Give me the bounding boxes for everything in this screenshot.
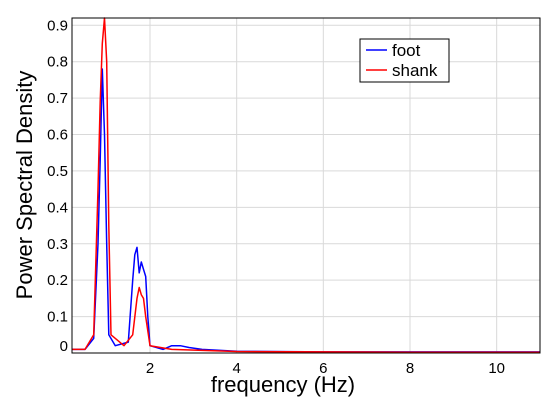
x-tick-label: 8 xyxy=(406,360,414,377)
legend: foot shank xyxy=(359,38,450,83)
plot-frame xyxy=(71,17,541,354)
series-line-shank xyxy=(72,17,540,354)
x-axis-label: frequency (Hz) xyxy=(211,372,355,397)
x-tick-label: 4 xyxy=(232,360,240,377)
y-axis-label: Power Spectral Density xyxy=(12,71,37,300)
grid xyxy=(72,18,540,354)
y-tick-label: 0.7 xyxy=(47,90,68,107)
y-tick-label: 0.2 xyxy=(47,272,68,289)
legend-label-foot: foot xyxy=(392,41,421,60)
series-line-foot xyxy=(72,68,540,353)
x-tick-label: 6 xyxy=(319,360,327,377)
series-layer xyxy=(72,17,540,354)
x-tick-labels: 2 4 6 8 10 xyxy=(146,360,505,377)
legend-box xyxy=(359,38,450,83)
y-tick-label: 0.8 xyxy=(47,54,68,71)
y-tick-label: 0.1 xyxy=(47,309,68,326)
y-tick-label: 0.6 xyxy=(47,127,68,144)
y-tick-label: 0 xyxy=(60,338,68,355)
x-tick-label: 2 xyxy=(146,360,154,377)
x-tick-label: 10 xyxy=(488,360,505,377)
y-tick-label: 0.9 xyxy=(47,17,68,34)
y-tick-label: 0.5 xyxy=(47,163,68,180)
y-tick-label: 0.3 xyxy=(47,236,68,253)
legend-label-shank: shank xyxy=(392,61,438,80)
y-tick-labels: 0 0.1 0.2 0.3 0.4 0.5 0.6 0.7 0.8 0.9 xyxy=(47,17,68,355)
y-tick-label: 0.4 xyxy=(47,199,68,216)
